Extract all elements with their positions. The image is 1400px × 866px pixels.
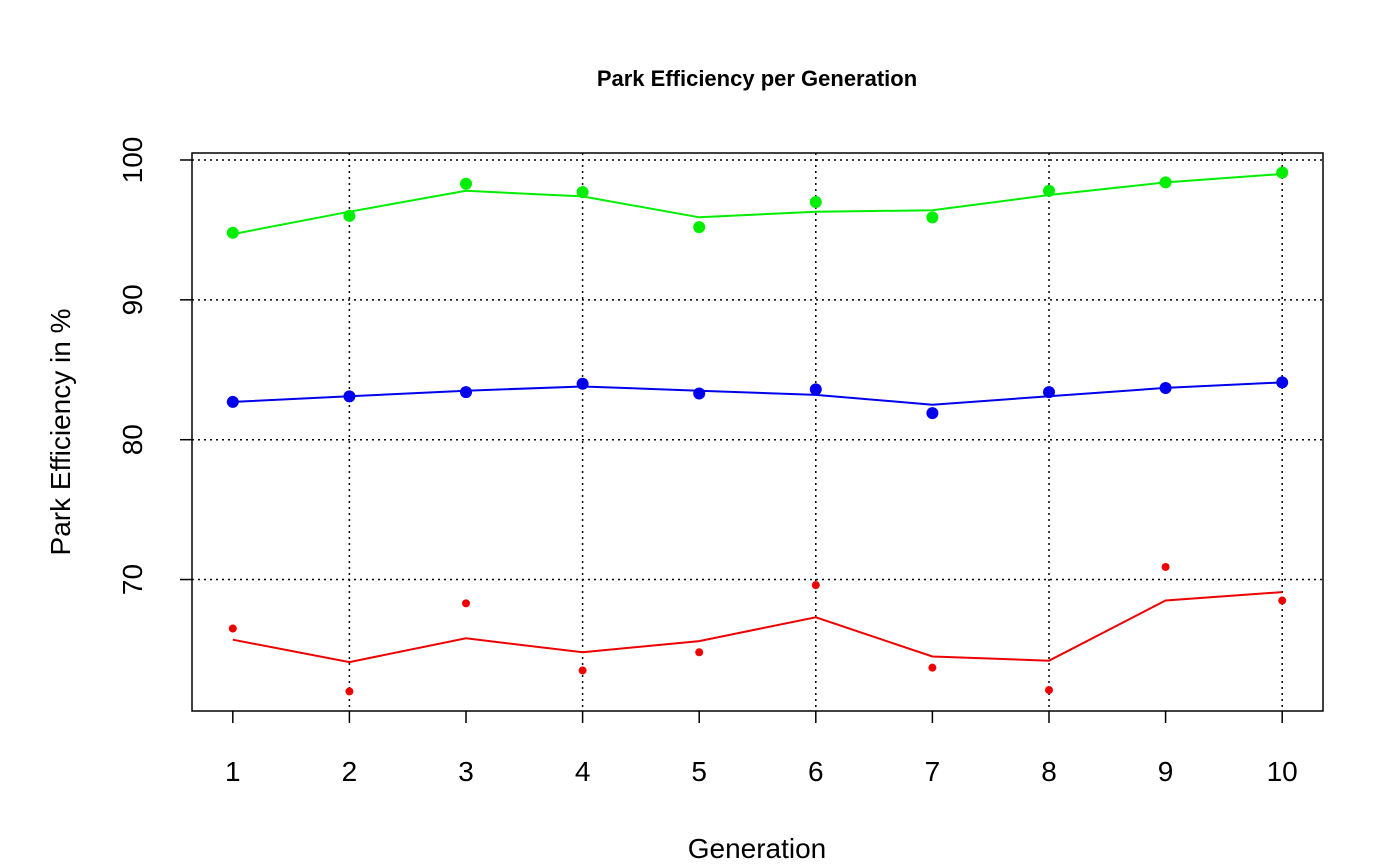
data-point <box>462 599 471 608</box>
series-3 <box>228 562 1287 696</box>
data-point <box>1044 686 1053 695</box>
data-point <box>1276 376 1289 389</box>
series-layer <box>226 166 1289 696</box>
data-point <box>693 387 706 400</box>
x-tick-label: 1 <box>225 756 241 787</box>
y-tick-label: 70 <box>117 564 148 595</box>
x-tick-label: 9 <box>1158 756 1174 787</box>
data-point <box>576 377 589 390</box>
y-tick-label: 100 <box>117 137 148 184</box>
chart-title: Park Efficiency per Generation <box>597 66 917 91</box>
data-point <box>1278 596 1287 605</box>
series-2 <box>226 376 1289 420</box>
x-tick-label: 3 <box>458 756 474 787</box>
series-1 <box>226 166 1289 239</box>
data-point <box>811 581 820 590</box>
data-point <box>1159 176 1172 189</box>
data-point <box>1161 562 1170 571</box>
data-point <box>226 395 239 408</box>
series-line <box>232 381 1283 406</box>
data-point <box>809 195 822 208</box>
y-tick-label: 90 <box>117 284 148 315</box>
x-tick-label: 7 <box>925 756 941 787</box>
data-point <box>926 407 939 420</box>
axes: 1 2 3 4 5 6 7 8 9 10 70 80 90 100 <box>117 137 1298 787</box>
x-axis-label: Generation <box>688 833 827 864</box>
data-point <box>228 624 237 633</box>
grid-lines <box>192 153 1323 711</box>
data-point <box>926 211 939 224</box>
x-tick-label: 5 <box>691 756 707 787</box>
data-point <box>1159 381 1172 394</box>
plot-frame <box>191 152 1324 712</box>
x-tick-label: 4 <box>575 756 591 787</box>
data-point <box>578 666 587 675</box>
series-line <box>232 591 1283 664</box>
data-point <box>693 221 706 234</box>
data-point <box>345 687 354 696</box>
data-point <box>695 648 704 657</box>
data-point <box>460 177 473 190</box>
data-point <box>343 390 356 403</box>
x-tick-label: 8 <box>1041 756 1057 787</box>
y-axis-label: Park Efficiency in % <box>45 309 76 556</box>
data-point <box>576 186 589 199</box>
x-tick-label: 2 <box>342 756 358 787</box>
data-point <box>1042 386 1055 399</box>
data-point <box>809 383 822 396</box>
data-point <box>1042 184 1055 197</box>
data-point <box>1276 166 1289 179</box>
y-tick-label: 80 <box>117 424 148 455</box>
x-tick-label: 10 <box>1267 756 1298 787</box>
x-tick-label: 6 <box>808 756 824 787</box>
data-point <box>460 386 473 399</box>
data-point <box>226 226 239 239</box>
data-point <box>343 209 356 222</box>
data-point <box>928 663 937 672</box>
series-line <box>232 173 1283 236</box>
